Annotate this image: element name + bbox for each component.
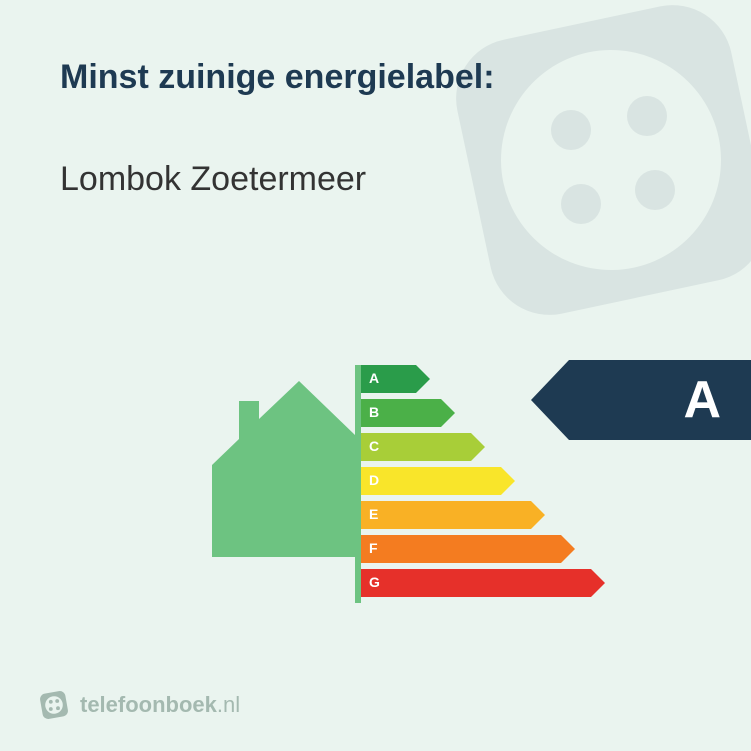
bar-label: F <box>369 540 378 556</box>
footer-text: telefoonboek.nl <box>80 692 240 718</box>
bar-shape <box>361 569 605 597</box>
bar-label: B <box>369 404 379 420</box>
selected-label-text: A <box>683 370 721 430</box>
bar-shape <box>361 501 545 529</box>
bg-watermark-icon <box>411 0 751 360</box>
bar-label: A <box>369 370 379 386</box>
footer-logo-icon <box>38 689 70 721</box>
page-subtitle: Lombok Zoetermeer <box>60 160 366 199</box>
bar-label: D <box>369 472 379 488</box>
house-icon <box>185 365 361 603</box>
page-title: Minst zuinige energielabel: <box>60 58 495 97</box>
bar-label: G <box>369 574 380 590</box>
footer-brand-light: .nl <box>217 692 240 717</box>
bar-label: E <box>369 506 378 522</box>
footer: telefoonboek.nl <box>38 689 240 721</box>
bar-shape <box>361 433 485 461</box>
footer-brand-bold: telefoonboek <box>80 692 217 717</box>
selected-label-tag: A <box>531 360 751 440</box>
bar-shape <box>361 467 515 495</box>
bar-label: C <box>369 438 379 454</box>
bar-shape <box>361 535 575 563</box>
